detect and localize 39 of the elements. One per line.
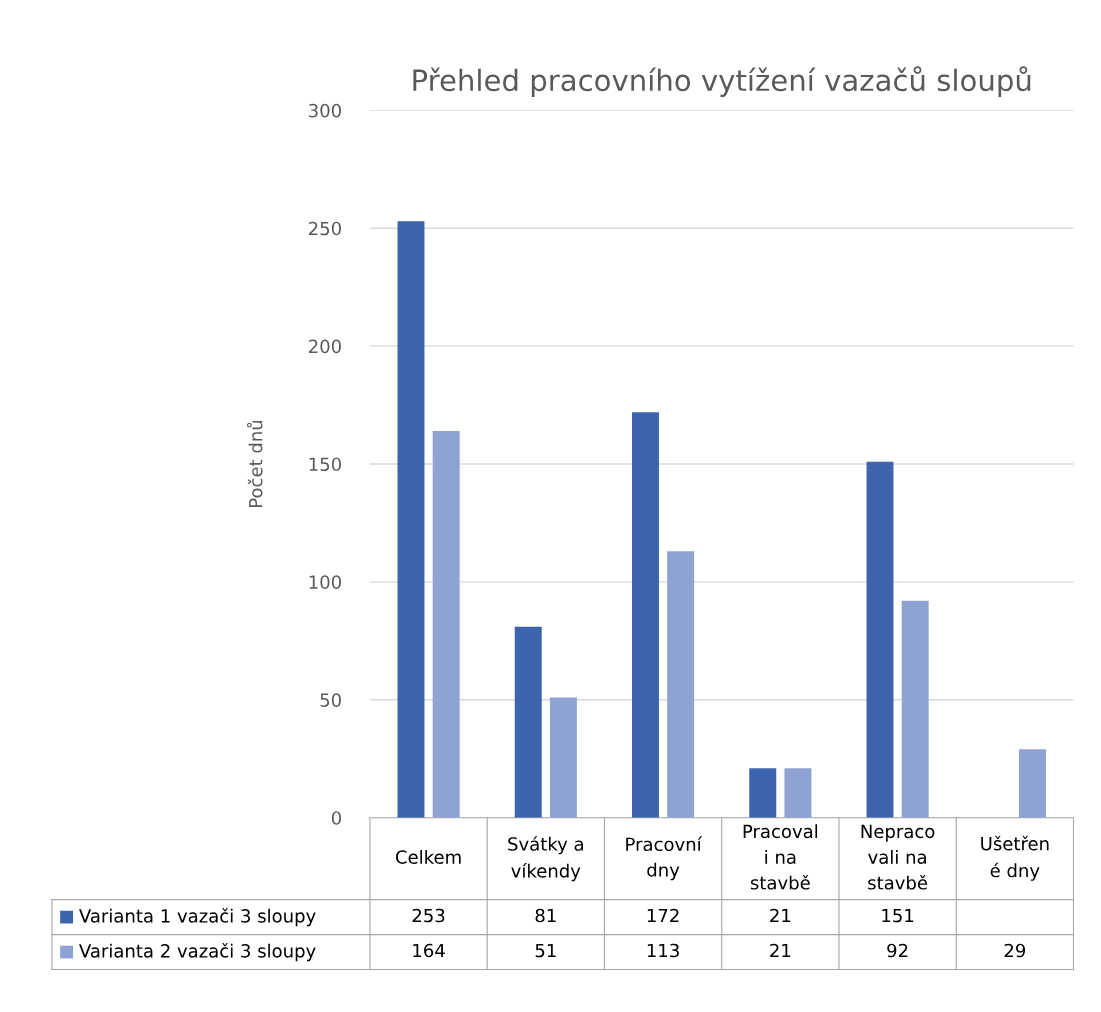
data-label: 51 [535, 943, 556, 958]
bar [749, 768, 777, 818]
x-tick-label: Nepraco vali na stavbě [861, 824, 935, 890]
y-tick-label: 150 [309, 457, 341, 472]
x-tick-label: Pracovní dny [626, 836, 703, 881]
bar [632, 412, 659, 818]
y-tick-label: 0 [331, 811, 341, 825]
y-axis-title: Počet dnů [246, 420, 263, 507]
chart-title: Přehled pracovního vytížení vazačů sloupů [413, 66, 1031, 97]
bar [1018, 749, 1046, 818]
x-tick-label: Pracoval i na stavbě [743, 824, 818, 890]
data-label: 21 [770, 908, 791, 923]
data-label: 92 [887, 943, 908, 958]
y-tick-label: 250 [309, 221, 341, 236]
bar [549, 697, 577, 818]
x-tick-label: Celkem [395, 849, 461, 864]
bar [866, 461, 894, 818]
bar [397, 221, 425, 818]
data-label: 29 [1004, 943, 1026, 958]
data-label: 81 [535, 908, 556, 923]
bar [514, 626, 542, 818]
bar [784, 768, 812, 818]
data-label: 21 [770, 943, 791, 958]
legend-label: Varianta 2 vazači 3 sloupy [79, 942, 316, 962]
x-tick-label: Ušetřen é dny [981, 835, 1049, 881]
bar [901, 600, 929, 818]
data-label: 253 [412, 908, 445, 923]
legend-label: Varianta 1 vazači 3 sloupy [79, 908, 316, 927]
data-label: 113 [647, 943, 679, 958]
data-label: 172 [647, 908, 679, 923]
y-tick-label: 100 [309, 575, 341, 590]
data-label: 164 [413, 943, 445, 958]
data-label: 151 [882, 908, 914, 923]
y-tick-label: 50 [320, 693, 341, 707]
bar [667, 551, 695, 818]
x-tick-label: Svátky a víkendy [508, 836, 583, 882]
y-tick-label: 200 [309, 339, 341, 354]
y-tick-label: 300 [309, 103, 341, 118]
bar [432, 430, 460, 818]
